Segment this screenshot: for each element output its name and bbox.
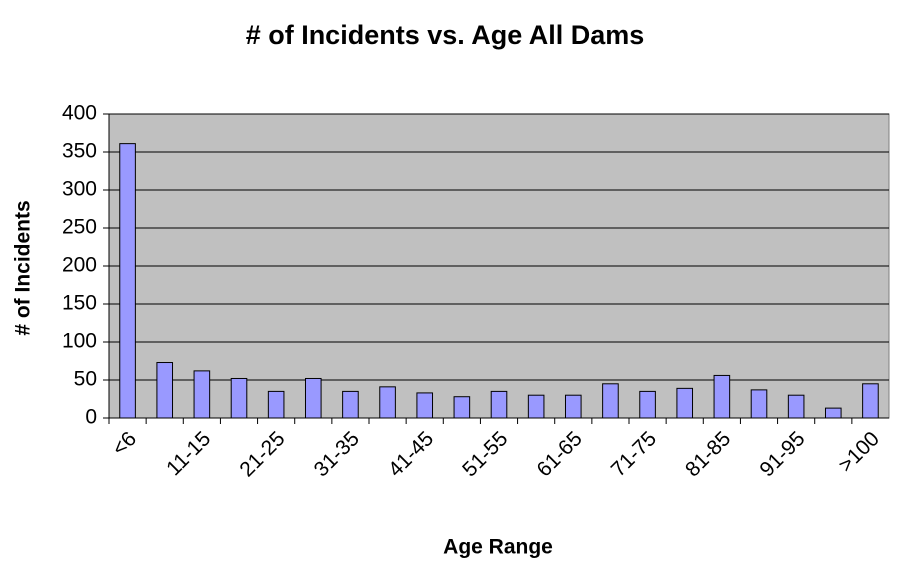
bar [750, 389, 768, 419]
bar [304, 377, 322, 419]
y-tick-label: 400 [62, 102, 97, 125]
x-tick-label: 51-55 [458, 427, 512, 481]
bar [156, 362, 174, 419]
y-tick-label: 350 [62, 140, 97, 163]
y-tick-label: 300 [62, 178, 97, 201]
y-tick-label: 0 [85, 406, 97, 429]
bar [862, 383, 879, 419]
bar [379, 386, 396, 419]
x-tick-label: 91-95 [755, 427, 809, 481]
y-tick-label: 50 [74, 368, 97, 391]
x-tick-label: 81-85 [681, 427, 735, 481]
bar [602, 383, 619, 419]
x-tick-label: 31-35 [310, 427, 364, 481]
bar [193, 370, 211, 419]
bar [119, 143, 136, 419]
bar [527, 394, 545, 419]
bar [713, 374, 731, 419]
bar [564, 394, 582, 419]
y-axis-label: # of Incidents [12, 200, 35, 335]
x-tick-label: 21-25 [235, 427, 289, 481]
x-tick-label: 11-15 [162, 427, 215, 480]
bar [639, 390, 656, 419]
chart-title: # of Incidents vs. Age All Dams [246, 20, 645, 50]
y-tick-label: 200 [62, 254, 97, 277]
y-tick-label: 150 [62, 292, 97, 315]
bar [490, 390, 508, 419]
y-tick-label: 100 [62, 330, 97, 353]
y-tick-label: 250 [62, 216, 97, 239]
bar [230, 377, 248, 419]
x-tick-label: 71-75 [607, 427, 661, 481]
x-tick-label: 61-65 [532, 427, 586, 481]
x-axis-label: Age Range [443, 536, 553, 559]
bar [824, 407, 842, 419]
x-tick-label: <6 [108, 427, 141, 460]
bar [342, 390, 359, 419]
bar [676, 387, 694, 419]
bar [453, 396, 471, 419]
bar [416, 392, 434, 419]
x-tick-label: >100 [834, 427, 884, 477]
bar [787, 394, 805, 419]
x-tick-label: 41-45 [384, 427, 438, 481]
bar [267, 390, 285, 419]
